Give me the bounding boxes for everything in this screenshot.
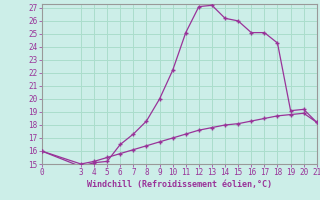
X-axis label: Windchill (Refroidissement éolien,°C): Windchill (Refroidissement éolien,°C) <box>87 180 272 189</box>
